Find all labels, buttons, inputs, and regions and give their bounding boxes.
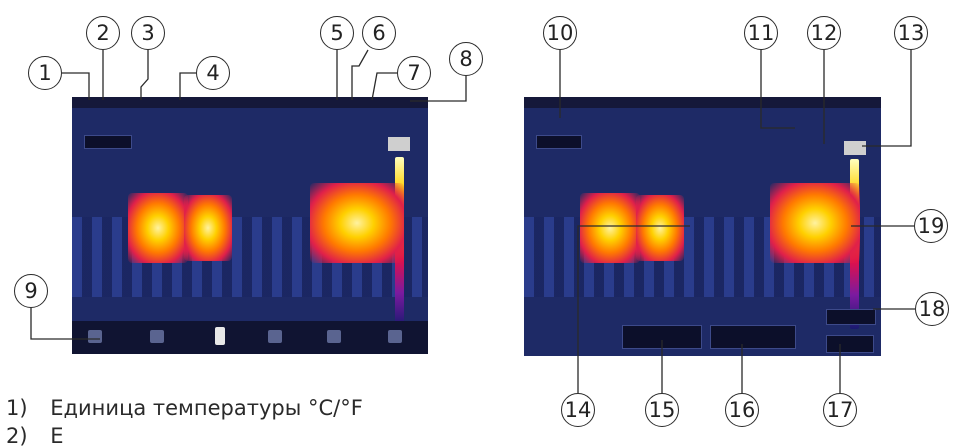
legend-line-1-number: 1): [6, 396, 28, 420]
mode-box[interactable]: [826, 309, 876, 325]
callout-9: 9: [14, 274, 48, 308]
hotspot-left-1: [128, 193, 188, 263]
hotspot-left-2: [636, 195, 684, 261]
status-bar: [72, 97, 428, 108]
toolbar-settings-icon[interactable]: [388, 330, 402, 343]
callout-15: 15: [645, 393, 679, 427]
hotspot-left-2: [184, 195, 232, 261]
callout-12: 12: [807, 16, 841, 50]
callout-3: 3: [131, 16, 165, 50]
callout-2: 2: [86, 16, 120, 50]
spot-temperature-readout: [84, 135, 132, 149]
legend-line-2-text: Е: [50, 424, 64, 448]
callout-17: 17: [823, 393, 857, 427]
legend-line-1: 1) Единица температуры °C/°F: [6, 396, 363, 420]
callout-13: 13: [894, 16, 928, 50]
callout-6: 6: [362, 16, 396, 50]
callout-16: 16: [725, 393, 759, 427]
callout-11: 11: [744, 16, 778, 50]
temperature-level-box[interactable]: [710, 325, 796, 349]
legend-line-2: 2) Е: [6, 424, 64, 448]
callout-14: 14: [561, 393, 595, 427]
callout-18: 18: [915, 292, 949, 326]
legend-line-1-text: Единица температуры °C/°F: [50, 396, 363, 420]
toolbar-menu-icon[interactable]: [88, 330, 102, 343]
hotspot-right: [770, 183, 860, 263]
callout-5: 5: [320, 16, 354, 50]
max-temperature-label: [388, 137, 410, 151]
left-thermal-screen: [72, 97, 428, 354]
toolbar-gallery-icon[interactable]: [268, 330, 282, 343]
spot-temperature-readout: [536, 135, 582, 149]
auto-range-box[interactable]: [826, 335, 874, 353]
callout-10: 10: [543, 16, 577, 50]
toolbar-palette-icon[interactable]: [327, 330, 341, 343]
callout-19: 19: [914, 209, 948, 243]
callout-8: 8: [449, 42, 483, 76]
max-temperature-label: [844, 141, 866, 155]
callout-1: 1: [28, 56, 62, 90]
toolbar-image-icon[interactable]: [150, 330, 164, 343]
legend-line-2-number: 2): [6, 424, 28, 448]
bottom-toolbar: [72, 321, 428, 354]
hotspot-left-1: [580, 193, 640, 263]
callout-4: 4: [196, 56, 230, 90]
hotspot-right: [310, 183, 404, 263]
toolbar-capture-icon[interactable]: [215, 327, 225, 345]
callout-7: 7: [397, 56, 431, 90]
callout-leader-lines: [30, 49, 915, 393]
status-bar: [524, 97, 881, 108]
